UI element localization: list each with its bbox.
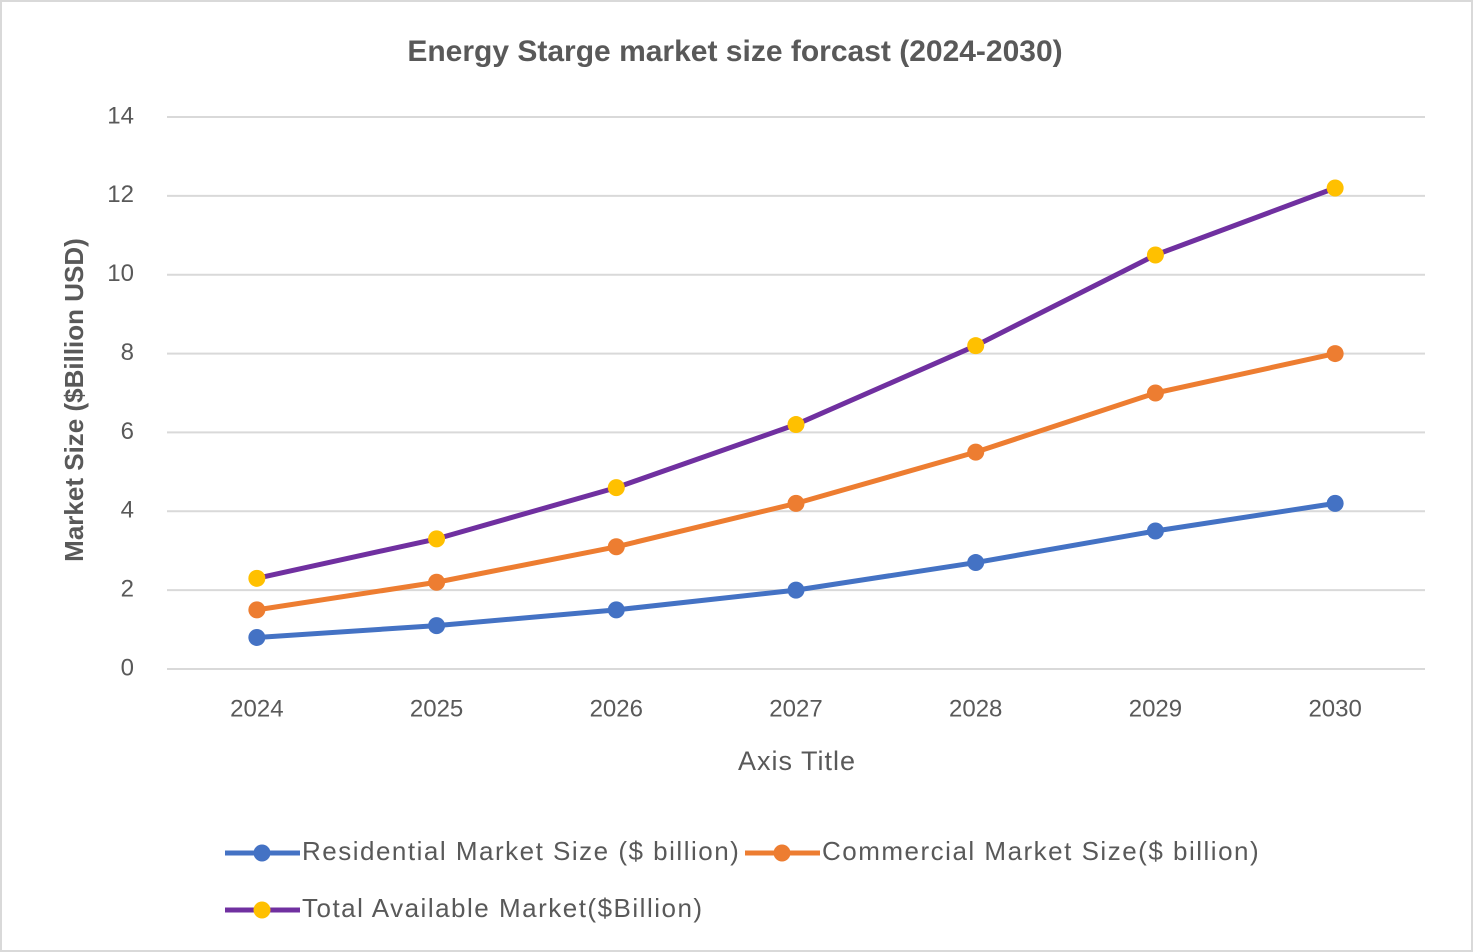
x-tick-label: 2026: [590, 695, 643, 722]
data-point: [1146, 246, 1164, 264]
chart-title: Energy Starge market size forcast (2024-…: [407, 35, 1062, 68]
y-axis-title: Market Size ($Billion USD): [59, 238, 89, 562]
y-tick-label: 14: [107, 102, 134, 129]
data-point: [248, 628, 266, 646]
x-tick-label: 2029: [1129, 695, 1182, 722]
data-point: [607, 479, 625, 497]
data-point: [428, 530, 446, 548]
legend-label: Total Available Market($Billion): [302, 893, 704, 923]
data-point: [1326, 345, 1344, 363]
y-tick-label: 4: [121, 497, 134, 524]
legend-label: Commercial Market Size($ billion): [822, 836, 1260, 866]
data-point: [787, 494, 805, 512]
data-point: [607, 538, 625, 556]
x-tick-label: 2030: [1308, 695, 1361, 722]
data-point: [428, 617, 446, 635]
legend-marker: [253, 844, 271, 862]
data-point: [248, 601, 266, 619]
y-tick-label: 2: [121, 575, 134, 602]
data-point: [1146, 522, 1164, 540]
data-point: [607, 601, 625, 619]
data-point: [967, 554, 985, 572]
data-point: [1326, 494, 1344, 512]
x-tick-label: 2028: [949, 695, 1002, 722]
data-point: [1146, 384, 1164, 402]
data-point: [787, 416, 805, 434]
x-axis-title: Axis Title: [738, 746, 856, 776]
data-point: [967, 443, 985, 461]
data-point: [428, 573, 446, 591]
data-point: [967, 337, 985, 355]
x-tick-label: 2027: [769, 695, 822, 722]
data-point: [1326, 179, 1344, 197]
y-tick-label: 6: [121, 418, 134, 445]
legend-marker: [253, 901, 271, 919]
legend-label: Residential Market Size ($ billion): [302, 836, 740, 866]
y-tick-label: 10: [107, 260, 134, 287]
legend-marker: [773, 844, 791, 862]
data-point: [248, 569, 266, 587]
y-tick-label: 8: [121, 339, 134, 366]
x-tick-label: 2024: [230, 695, 283, 722]
y-tick-label: 0: [121, 654, 134, 681]
y-tick-label: 12: [107, 181, 134, 208]
x-tick-label: 2025: [410, 695, 463, 722]
data-point: [787, 581, 805, 599]
